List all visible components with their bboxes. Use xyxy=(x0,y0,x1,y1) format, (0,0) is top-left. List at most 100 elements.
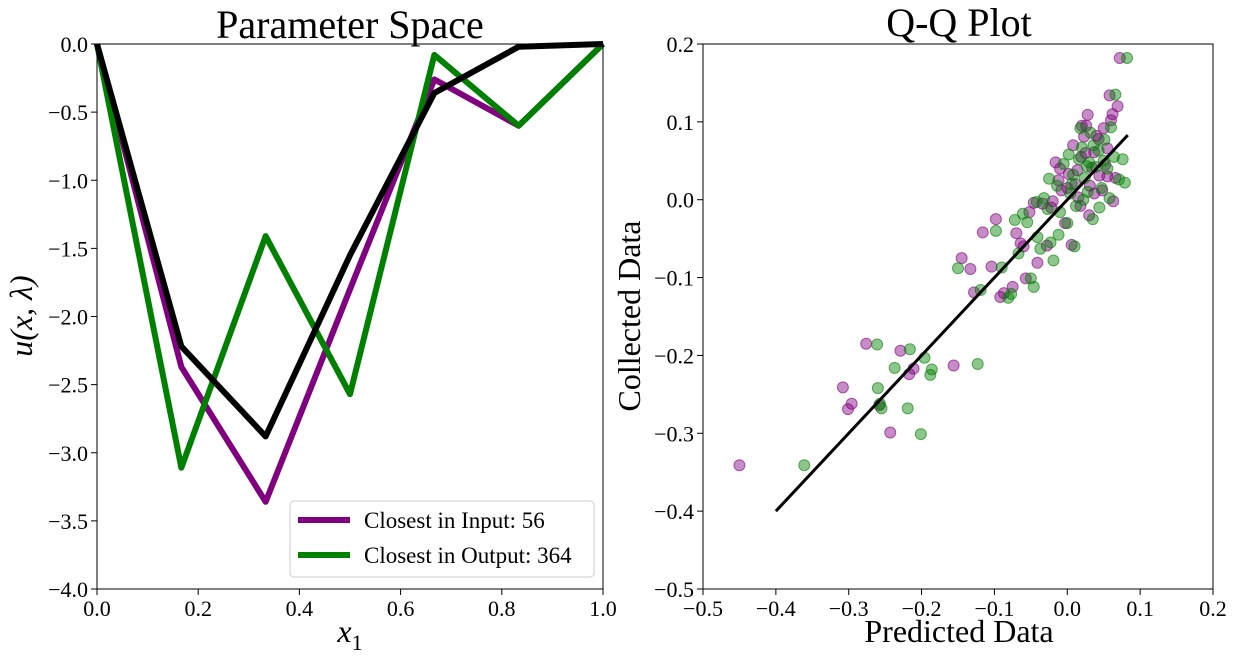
scatter-point-output xyxy=(1077,193,1090,206)
scatter-point-output xyxy=(901,402,914,415)
left-y-axis-label: u(x, λ) xyxy=(3,275,39,356)
scatter-point-input xyxy=(845,397,858,410)
right-x-tick-label: 0.0 xyxy=(1054,596,1082,621)
scatter-point-output xyxy=(1074,122,1087,135)
scatter-point-output xyxy=(1113,173,1126,186)
right-y-tick-label: 0.0 xyxy=(667,188,695,213)
scatter-point-output xyxy=(1086,213,1099,226)
left-y-tick-label: 0.0 xyxy=(61,32,89,57)
scatter-point-input xyxy=(733,459,746,472)
right-x-tick-label: 0.2 xyxy=(1199,596,1227,621)
scatter-point-output xyxy=(1105,121,1117,134)
left-x-tick-label: 1.0 xyxy=(589,596,617,621)
series-closest-output-line xyxy=(94,41,606,471)
left-x-tick-label: 0.4 xyxy=(286,596,314,621)
left-x-tick-label: 0.0 xyxy=(83,596,111,621)
left-y-tick-label: −2.0 xyxy=(48,305,88,330)
right-chart-title: Q-Q Plot xyxy=(886,0,1032,45)
left-x-tick-label: 0.6 xyxy=(387,596,415,621)
scatter-point-output xyxy=(1075,141,1088,154)
scatter-point-output xyxy=(1037,192,1050,205)
legend-box xyxy=(289,500,595,578)
left-series xyxy=(94,41,606,505)
right-y-tick-label: 0.1 xyxy=(667,110,695,135)
scatter-point-input xyxy=(860,337,873,350)
scatter-point-output xyxy=(914,428,927,441)
scatter-point-output xyxy=(1034,242,1047,255)
scatter-points xyxy=(733,52,1134,472)
right-x-tick-label: −0.1 xyxy=(974,596,1014,621)
right-y-axis-label: Collected Data xyxy=(611,220,647,411)
scatter-point-input xyxy=(894,344,907,357)
left-y-tick-label: −1.5 xyxy=(48,236,88,261)
right-y-tick-label: −0.2 xyxy=(654,343,694,368)
scatter-point-output xyxy=(871,382,884,395)
right-x-tick-label: −0.3 xyxy=(829,596,869,621)
scatter-point-input xyxy=(1074,199,1087,212)
scatter-point-output xyxy=(798,459,811,472)
right-y-tick-label: 0.2 xyxy=(667,32,695,57)
left-y-tick-label: −2.5 xyxy=(48,373,88,398)
scatter-point-output xyxy=(1121,52,1134,65)
scatter-point-output xyxy=(1051,179,1064,192)
scatter-point-input xyxy=(836,381,849,394)
scatter-point-input xyxy=(1010,227,1023,240)
scatter-point-output xyxy=(1098,133,1111,146)
scatter-point-output xyxy=(1061,217,1074,230)
scatter-point-output xyxy=(925,363,938,376)
left-chart-title: Parameter Space xyxy=(216,2,484,47)
scatter-point-output xyxy=(1064,187,1077,200)
right-y-tick-label: −0.3 xyxy=(654,421,694,446)
right-axes-frame xyxy=(702,43,1214,590)
scatter-point-output xyxy=(1057,157,1070,170)
scatter-point-output xyxy=(903,343,916,356)
scatter-point-output xyxy=(989,224,1002,237)
scatter-point-output xyxy=(871,338,884,351)
scatter-point-output xyxy=(1068,240,1081,253)
scatter-point-output xyxy=(971,357,984,370)
scatter-point-output xyxy=(1043,172,1056,185)
scatter-point-output xyxy=(1030,196,1043,209)
scatter-point-input xyxy=(989,213,1002,226)
left-x-tick-label: 0.8 xyxy=(488,596,516,621)
left-x-tick-label: 0.2 xyxy=(184,596,212,621)
scatter-point-output xyxy=(1095,182,1108,195)
scatter-point-output xyxy=(1027,280,1040,293)
scatter-point-output xyxy=(1047,254,1060,267)
right-y-tick-label: −0.1 xyxy=(654,266,694,291)
scatter-point-output xyxy=(1065,178,1078,191)
right-x-tick-label: −0.2 xyxy=(902,596,942,621)
right-x-tick-label: 0.1 xyxy=(1126,596,1154,621)
legend: Closest in Input: 56 Closest in Output: … xyxy=(289,500,595,578)
right-x-tick-label: −0.4 xyxy=(756,596,796,621)
left-y-tick-label: −3.5 xyxy=(48,509,88,534)
scatter-point-output xyxy=(1052,228,1065,241)
scatter-point-output xyxy=(1021,216,1034,229)
scatter-point-output xyxy=(1062,148,1075,161)
x-axis-label-subscript: 1 xyxy=(352,630,363,655)
scatter-point-output xyxy=(1116,153,1129,166)
scatter-point-output xyxy=(1084,126,1097,139)
scatter-point-input xyxy=(1106,108,1119,121)
scatter-point-output xyxy=(1103,192,1116,205)
scatter-point-output xyxy=(1005,287,1018,300)
x-axis-label-base: x xyxy=(336,613,351,649)
left-y-tick-label: −4.0 xyxy=(48,577,88,602)
scatter-point-input xyxy=(1031,256,1044,269)
qq-plot: Q-Q Plot −0.5 −0.4 −0.3 −0.2 −0.1 0.0 0.1 0.2 0.… xyxy=(611,0,1227,649)
reference-line xyxy=(774,134,1129,513)
scatter-point-output xyxy=(1083,156,1096,169)
right-y-tick-label: −0.4 xyxy=(654,499,694,524)
parameter-space-plot: Parameter Space 0.0 0.2 0.4 0.6 0.8 1.0 0.0 −0.… xyxy=(3,2,617,655)
scatter-point-output xyxy=(1008,213,1021,226)
legend-label-input: Closest in Input: 56 xyxy=(364,508,545,533)
left-y-tick-label: −3.0 xyxy=(48,441,88,466)
scatter-point-output xyxy=(888,361,901,374)
scatter-point-input xyxy=(976,226,989,239)
scatter-point-output xyxy=(1067,168,1080,181)
scatter-point-input xyxy=(947,359,960,372)
scatter-point-output xyxy=(952,262,964,275)
scatter-point-output xyxy=(1118,176,1131,189)
scatter-point-output xyxy=(1041,203,1054,216)
